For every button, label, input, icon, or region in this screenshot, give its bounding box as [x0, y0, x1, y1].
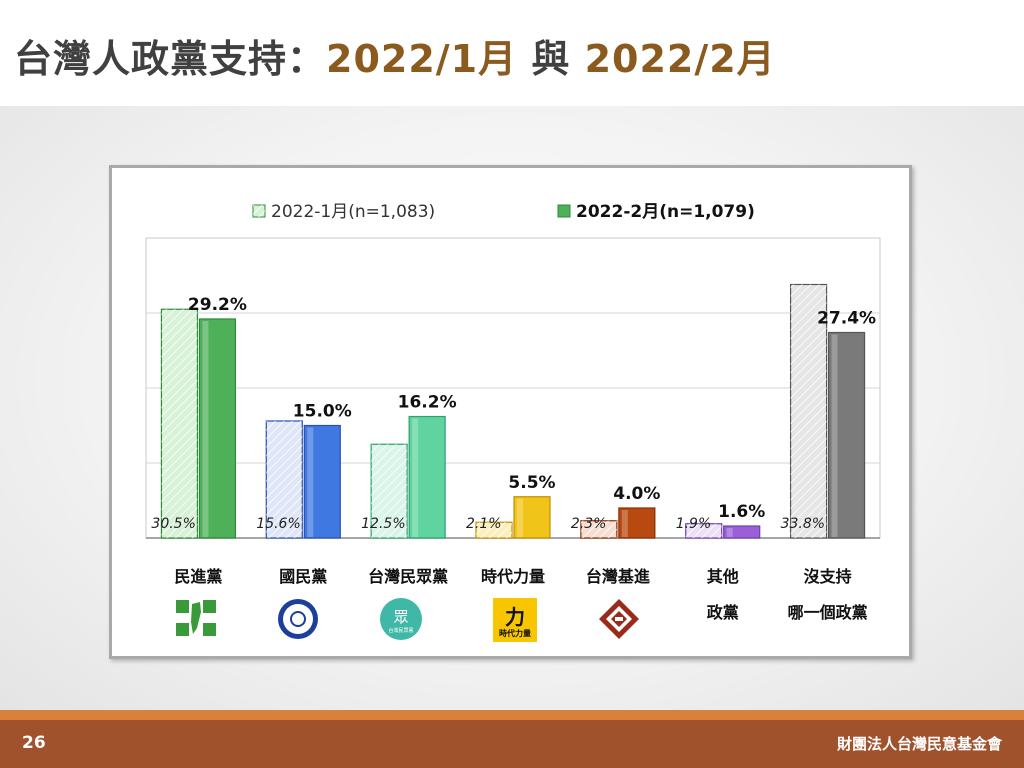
- page-number: 26: [22, 733, 46, 753]
- data-label-feb: 16.2%: [398, 393, 457, 413]
- bar-feb-shine: [202, 321, 209, 537]
- bar-jan-hatch: [685, 523, 722, 538]
- bar-jan-hatch: [371, 444, 408, 538]
- npp-logo: 力 時代力量: [493, 598, 537, 642]
- data-label-feb: 29.2%: [188, 295, 247, 315]
- category-label: 其他: [707, 567, 739, 586]
- data-label-jan: 15.6%: [256, 516, 300, 532]
- bar-feb: [408, 415, 446, 539]
- category-label: 哪一個政黨: [788, 603, 868, 622]
- bar-jan-hatch: [580, 520, 617, 538]
- kmt-logo: [277, 598, 318, 639]
- data-label-jan: 2.1%: [466, 516, 502, 532]
- category-label: 國民黨: [279, 567, 327, 586]
- bar-chart: 2022-1月(n=1,083) 2022-2月(n=1,079) 30.5% 29.…: [145, 202, 881, 622]
- title-bar: 台灣人政黨支持：2022/1月 與 2022/2月: [0, 0, 1024, 106]
- legend-swatch-jan-hatch: [253, 205, 265, 217]
- category-label: 台灣民眾黨: [368, 567, 448, 586]
- data-label-feb: 15.0%: [293, 402, 352, 422]
- data-label-feb: 27.4%: [817, 309, 876, 329]
- data-label-feb: 5.5%: [508, 473, 555, 493]
- data-label-jan: 33.8%: [781, 516, 825, 532]
- legend-label-jan: 2022-1月(n=1,083): [271, 202, 435, 222]
- bar-feb-shine: [412, 418, 419, 537]
- bar-feb: [513, 496, 551, 539]
- bar-jan-hatch: [266, 421, 303, 538]
- data-label-jan: 1.9%: [676, 516, 712, 532]
- category-label: 沒支持: [804, 567, 852, 586]
- data-label-jan: 12.5%: [361, 516, 405, 532]
- title-main: 台灣人政黨支持：: [14, 37, 327, 81]
- tsp-logo: [598, 598, 639, 639]
- category-label: 台灣基進: [586, 567, 650, 586]
- legend-swatch-feb: [557, 204, 571, 218]
- title-date2: 2022/2月: [584, 37, 776, 81]
- bar-feb: [303, 424, 341, 539]
- data-label-jan: 30.5%: [151, 516, 195, 532]
- title-and: 與: [517, 37, 585, 81]
- data-label-jan: 2.3%: [571, 516, 607, 532]
- bar-jan-hatch: [790, 284, 827, 538]
- tpp-logo: 眾 台灣民眾黨: [380, 598, 422, 640]
- legend-label-feb: 2022-2月(n=1,079): [576, 202, 755, 222]
- svg-text:力: 力: [505, 605, 525, 629]
- bar-feb: [723, 525, 761, 539]
- category-label: 政黨: [707, 603, 739, 622]
- data-label-feb: 4.0%: [613, 484, 660, 504]
- bar-feb-shine: [517, 498, 523, 537]
- bar-jan-hatch: [161, 309, 198, 538]
- svg-text:時代力量: 時代力量: [499, 628, 531, 638]
- title-date1: 2022/1月: [326, 37, 518, 81]
- dpp-logo: [176, 598, 216, 638]
- page-title: 台灣人政黨支持：2022/1月 與 2022/2月: [14, 28, 776, 83]
- organization-name: 財團法人台灣民意基金會: [836, 735, 1002, 753]
- data-label-feb: 1.6%: [718, 502, 765, 522]
- bar-feb-shine: [831, 334, 838, 537]
- footer-stripe: [0, 710, 1024, 720]
- bar-feb-shine: [307, 427, 314, 537]
- svg-text:台灣民眾黨: 台灣民眾黨: [388, 627, 413, 634]
- bar-feb: [827, 331, 866, 539]
- category-label: 時代力量: [481, 567, 545, 586]
- category-label: 民進黨: [174, 567, 222, 586]
- bar-feb-shine: [726, 528, 733, 537]
- svg-text:眾: 眾: [393, 608, 408, 626]
- bar-feb: [618, 507, 656, 539]
- bar-jan-hatch: [476, 522, 512, 538]
- bar-feb-shine: [621, 510, 628, 537]
- bar-feb: [198, 318, 237, 539]
